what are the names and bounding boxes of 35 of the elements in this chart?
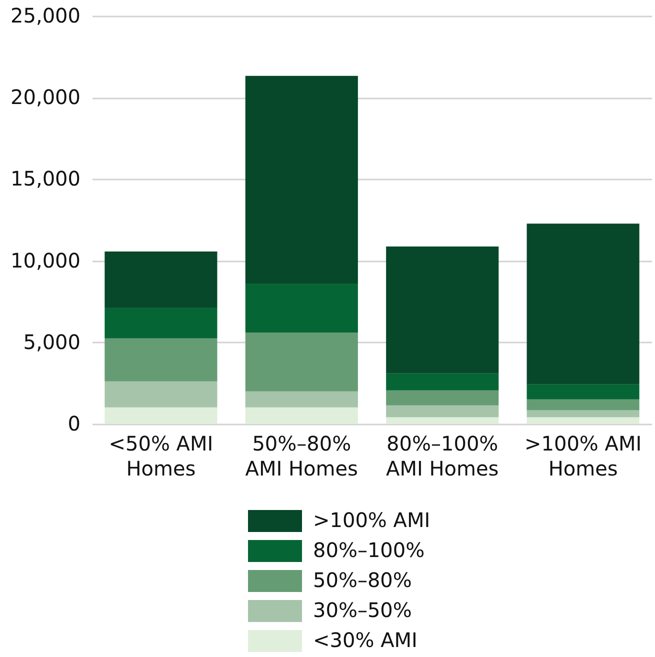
- x-tick-label: 80%–100% AMI Homes: [386, 432, 499, 480]
- legend-label: 80%–100%: [313, 538, 425, 562]
- bar: [104, 407, 218, 424]
- bar: [104, 307, 218, 338]
- bar: [386, 417, 499, 424]
- legend-label: <30% AMI: [313, 628, 418, 652]
- bar: [245, 76, 358, 284]
- x-tick-label: <50% AMI Homes: [108, 432, 214, 480]
- bar: [526, 384, 640, 400]
- bar: [386, 405, 499, 418]
- bar: [526, 417, 640, 424]
- bar: [104, 338, 218, 382]
- y-tick-label: 5,000: [23, 330, 80, 354]
- y-tick-label: 20,000: [10, 85, 80, 110]
- y-tick-label: 15,000: [10, 166, 80, 191]
- bar: [245, 391, 358, 408]
- bar: [386, 390, 499, 406]
- bar: [245, 332, 358, 392]
- bar: [526, 224, 640, 384]
- bar: [245, 407, 358, 424]
- x-tick-label: 50%–80% AMI Homes: [245, 432, 358, 480]
- bar: [104, 252, 218, 308]
- x-tick-label: >100% AMI Homes: [524, 432, 642, 480]
- bar: [386, 246, 499, 374]
- bar: [526, 410, 640, 418]
- y-tick-label: 0: [68, 412, 80, 436]
- bar: [104, 381, 218, 408]
- bar: [386, 373, 499, 390]
- legend-label: 50%–80%: [313, 568, 412, 592]
- y-tick-label: 25,000: [10, 4, 80, 28]
- legend-label: >100% AMI: [313, 508, 430, 532]
- bar: [526, 399, 640, 410]
- legend-label: 30%–50%: [313, 598, 412, 622]
- y-tick-label: 10,000: [10, 248, 80, 272]
- bar: [245, 283, 358, 332]
